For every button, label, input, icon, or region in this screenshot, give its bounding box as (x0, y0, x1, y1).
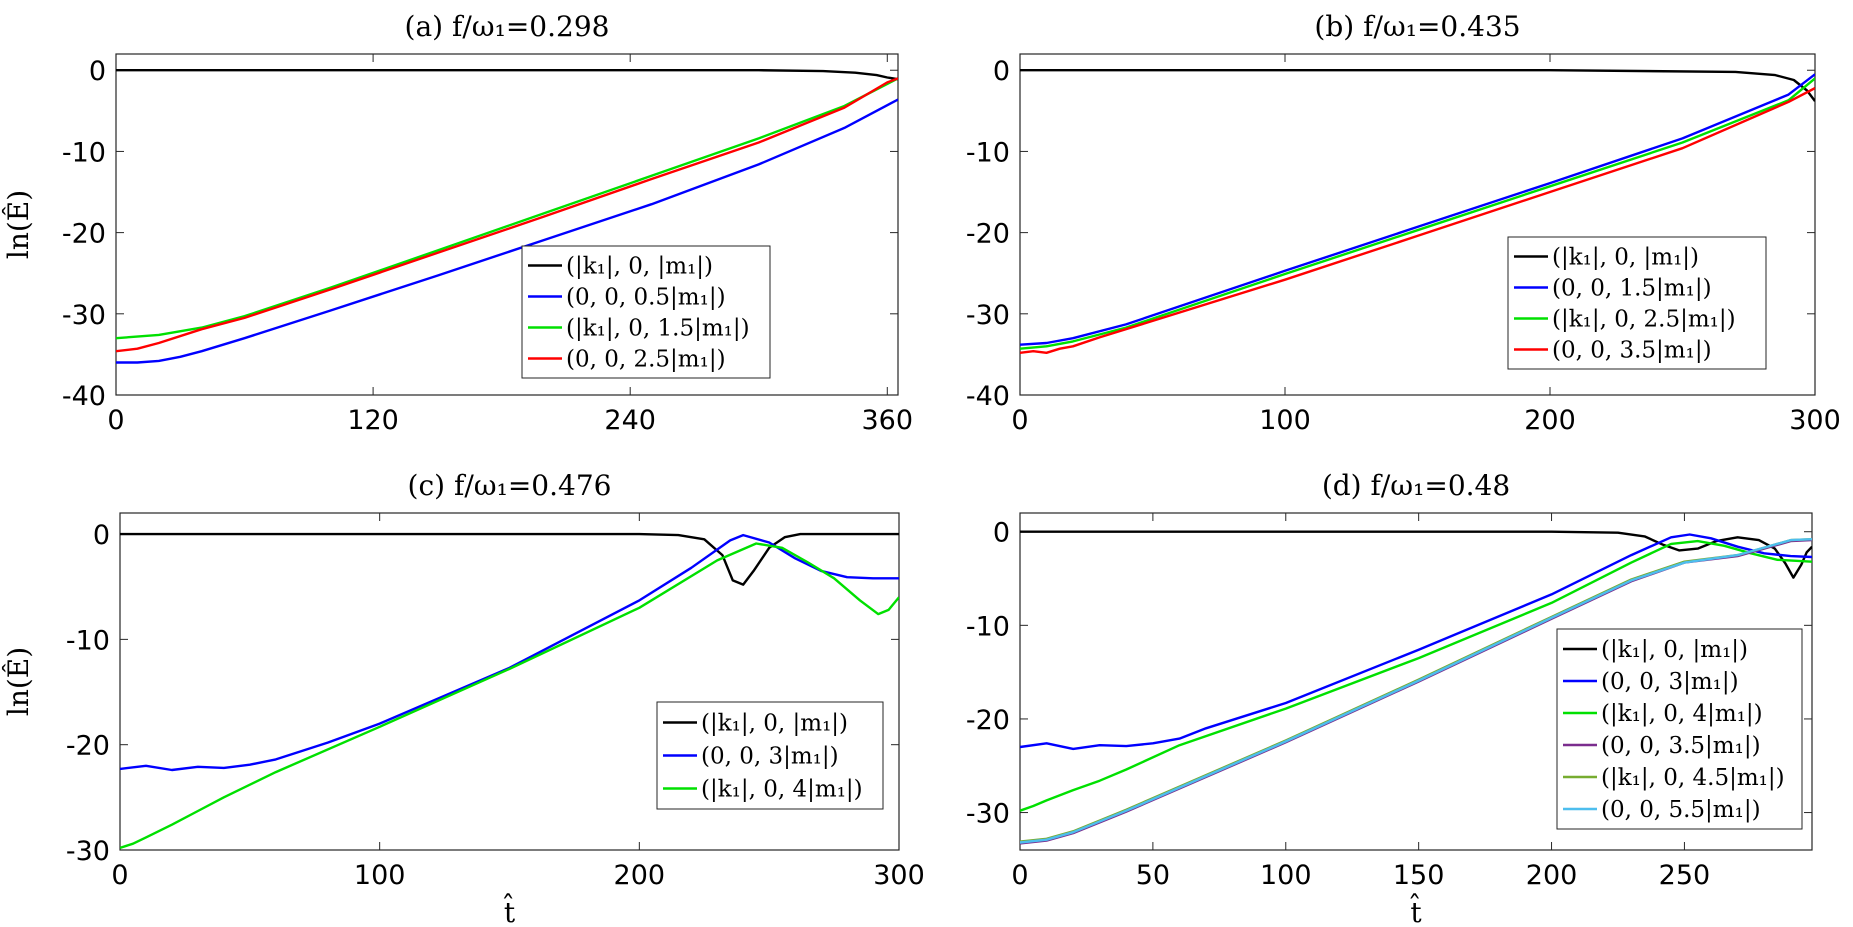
series-line-4 (1020, 87, 1815, 354)
legend-label-2: (0, 0, 3|m₁|) (1601, 669, 1739, 695)
y-tick-label: 0 (993, 518, 1010, 549)
plot-area (115, 53, 899, 396)
y-tick-label: -10 (966, 137, 1010, 168)
legend-box (1556, 628, 1803, 830)
x-tick-label: 0 (1011, 405, 1028, 436)
legend-label-3: (|k₁|, 0, 4|m₁|) (701, 777, 863, 803)
series-line-1 (120, 532, 899, 586)
legend: (|k₁|, 0, |m₁|) (0, 0, 3|m₁|) (|k₁|, 0, 4|… (656, 701, 884, 810)
legend-label-2: (0, 0, 3|m₁|) (701, 744, 839, 770)
legend: (|k₁|, 0, |m₁|) (0, 0, 1.5|m₁|) (|k₁|, 0, … (1507, 236, 1767, 370)
legend-label-1: (|k₁|, 0, |m₁|) (701, 711, 848, 737)
plot-area (1019, 512, 1813, 851)
legend: (|k₁|, 0, |m₁|) (0, 0, 3|m₁|) (|k₁|, 0, 4|… (1556, 628, 1803, 830)
y-tick-label: 0 (993, 56, 1010, 87)
y-axis-label: ln(Ê) (2, 190, 35, 259)
series-line-2 (116, 98, 898, 364)
series-line-2 (1020, 533, 1812, 751)
legend-label-2: (0, 0, 1.5|m₁|) (1552, 276, 1712, 302)
legend-box (521, 245, 771, 379)
legend-label-4: (0, 0, 3.5|m₁|) (1601, 733, 1761, 759)
y-tick-label: -10 (966, 611, 1010, 642)
series-line-1 (1020, 68, 1815, 102)
legend: (|k₁|, 0, |m₁|) (0, 0, 0.5|m₁|) (|k₁|, 0, … (521, 245, 771, 379)
y-tick-label: -30 (966, 300, 1010, 331)
y-tick-label: -30 (62, 300, 106, 331)
plot-area (1019, 53, 1816, 396)
x-tick-label: 0 (107, 405, 124, 436)
series-line-3 (1020, 77, 1815, 350)
legend-label-1: (|k₁|, 0, |m₁|) (566, 254, 713, 280)
x-tick-label: 150 (1393, 860, 1445, 891)
x-tick-label: 240 (604, 405, 656, 436)
panel-d: 0 50 100 150 200 250 0 -10 -20 -30 (d) f/ω₁=0.48 t̂… (966, 469, 1813, 927)
series-line-3 (1020, 539, 1812, 812)
legend-box (1507, 236, 1767, 370)
y-tick-label: -10 (62, 137, 106, 168)
x-tick-label: 120 (347, 405, 399, 436)
chart-title: (c) f/ω₁=0.476 (408, 469, 612, 502)
x-tick-label: 360 (862, 405, 914, 436)
x-tick-label: 100 (354, 860, 406, 891)
y-tick-label: 0 (89, 56, 106, 87)
y-tick-label: -20 (62, 219, 106, 250)
chart-title: (b) f/ω₁=0.435 (1314, 10, 1520, 43)
y-tick-label: -10 (66, 625, 110, 656)
y-tick-label: -30 (966, 799, 1010, 830)
y-tick-label: -40 (62, 381, 106, 412)
x-tick-label: 250 (1659, 860, 1711, 891)
x-tick-label: 300 (873, 860, 925, 891)
series-line-1 (116, 68, 898, 81)
x-tick-label: 100 (1259, 405, 1311, 436)
series-group (1020, 68, 1815, 354)
legend-label-2: (0, 0, 0.5|m₁|) (566, 285, 726, 311)
series-line-2 (1020, 73, 1815, 346)
x-tick-label: 200 (1524, 405, 1576, 436)
x-tick-label: 300 (1789, 405, 1841, 436)
legend-label-3: (|k₁|, 0, 4|m₁|) (1601, 701, 1763, 727)
legend-label-6: (0, 0, 5.5|m₁|) (1601, 797, 1761, 823)
panel-a: 0 120 240 360 0 -10 -20 -30 -40 (a) f/ω₁=0.298 ln(… (2, 10, 913, 436)
series-line-1 (1020, 530, 1812, 579)
panel-b: 0 100 200 300 0 -10 -20 -30 -40 (b) f/ω₁=0.435 (|k… (966, 10, 1841, 436)
legend-label-5: (|k₁|, 0, 4.5|m₁|) (1601, 765, 1785, 791)
series-line-6 (1020, 538, 1812, 844)
x-tick-label: 200 (1526, 860, 1578, 891)
y-axis-label: ln(Ê) (2, 647, 35, 716)
x-axis-label: t̂ (1410, 894, 1423, 927)
legend-label-4: (0, 0, 3.5|m₁|) (1552, 338, 1712, 364)
chart-title: (d) f/ω₁=0.48 (1322, 469, 1510, 502)
legend-label-4: (0, 0, 2.5|m₁|) (566, 347, 726, 373)
legend-label-3: (|k₁|, 0, 1.5|m₁|) (566, 316, 750, 342)
series-group (116, 68, 898, 364)
legend-label-1: (|k₁|, 0, |m₁|) (1601, 637, 1748, 663)
y-tick-label: -40 (966, 381, 1010, 412)
chart-title: (a) f/ω₁=0.298 (405, 10, 610, 43)
y-tick-label: 0 (93, 520, 110, 551)
x-tick-label: 100 (1260, 860, 1312, 891)
x-tick-label: 200 (614, 860, 666, 891)
series-group (1020, 530, 1812, 845)
y-tick-label: -30 (66, 836, 110, 867)
series-line-4 (116, 77, 898, 353)
y-tick-label: -20 (66, 731, 110, 762)
x-tick-label: 50 (1136, 860, 1170, 891)
legend-label-3: (|k₁|, 0, 2.5|m₁|) (1552, 307, 1736, 333)
y-tick-label: -20 (966, 219, 1010, 250)
series-line-3 (120, 542, 899, 850)
series-group (120, 532, 899, 850)
series-line-3 (116, 77, 898, 340)
panel-c: 0 100 200 300 0 -10 -20 -30 (c) f/ω₁=0.476 ln(Ê) t… (2, 469, 925, 927)
legend-label-1: (|k₁|, 0, |m₁|) (1552, 245, 1699, 271)
x-axis-label: t̂ (503, 894, 516, 927)
x-tick-label: 0 (1011, 860, 1028, 891)
y-tick-label: -20 (966, 705, 1010, 736)
x-tick-label: 0 (111, 860, 128, 891)
plot-area (119, 512, 900, 851)
